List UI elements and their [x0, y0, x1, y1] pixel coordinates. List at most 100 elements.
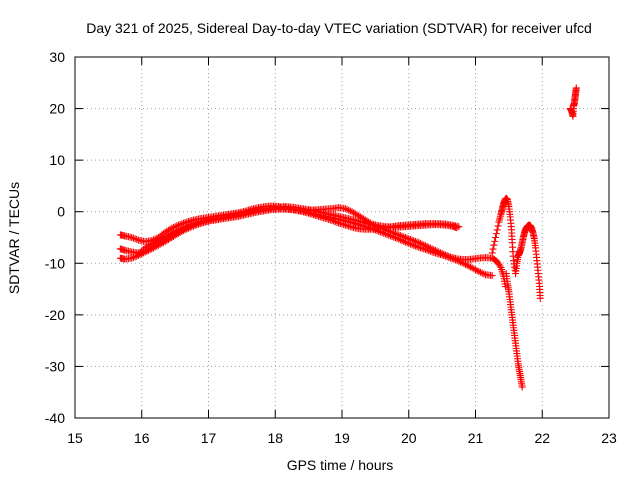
data-point-interp [405, 235, 413, 243]
data-point-interp [159, 234, 167, 242]
data-point-interp [445, 252, 453, 260]
data-point-interp [492, 230, 500, 238]
x-tick-label: 18 [267, 430, 283, 446]
data-point [161, 234, 169, 241]
data-point-interp [426, 244, 434, 252]
data-point [128, 254, 136, 262]
data-point [415, 239, 423, 247]
data-point-interp [171, 229, 179, 237]
data-point-interp [179, 225, 187, 233]
data-point-interp [438, 249, 446, 257]
data-point-interp [420, 241, 428, 249]
x-axis-label: GPS time / hours [287, 457, 394, 473]
data-point-interp [433, 247, 441, 255]
data-point [536, 294, 544, 302]
data-point-interp [398, 232, 406, 240]
y-tick-label: -20 [45, 307, 65, 323]
data-point-interp [169, 230, 177, 238]
data-point [128, 234, 136, 241]
data-point-interp [423, 243, 431, 251]
data-point-interp [138, 247, 146, 255]
data-point-interp [345, 206, 353, 214]
data-point-interp [166, 231, 174, 239]
x-tick-labels: 15 16 17 18 19 20 21 22 23 [67, 430, 617, 446]
data-point-interp [496, 262, 504, 270]
data-point-interp [151, 238, 159, 246]
data-point-interp [418, 240, 426, 248]
data-points [116, 84, 580, 391]
ticks [74, 56, 610, 419]
data-point [488, 249, 496, 257]
data-point [518, 383, 526, 391]
data-point [453, 224, 461, 232]
data-point [148, 240, 156, 248]
data-point [488, 272, 496, 280]
data-point [341, 205, 349, 213]
data-point-interp [425, 243, 433, 251]
y-tick-label: 30 [49, 49, 65, 65]
data-point-interp [136, 248, 144, 256]
data-point-interp [473, 267, 481, 275]
data-point-interp [156, 236, 164, 244]
data-point [401, 234, 409, 241]
data-point-interp [411, 237, 419, 245]
data-point-interp [393, 230, 401, 238]
data-point-interp [410, 237, 418, 245]
series-late-cluster [566, 84, 580, 120]
data-point-interp [490, 241, 498, 249]
data-point-interp [176, 227, 184, 235]
data-point [154, 237, 162, 245]
data-point-interp [416, 239, 424, 247]
data-point [181, 224, 189, 232]
x-tick-label: 20 [401, 430, 417, 446]
data-point-interp [436, 249, 444, 257]
data-point-interp [480, 270, 488, 278]
y-tick-label: -10 [45, 255, 65, 271]
y-tick-label: 0 [57, 204, 65, 220]
y-tick-label: 20 [49, 101, 65, 117]
data-point-interp [129, 253, 137, 261]
data-point [134, 250, 142, 258]
data-point-interp [163, 233, 171, 241]
data-point-interp [403, 234, 411, 242]
y-axis-label: SDTVAR / TECUs [6, 182, 22, 294]
data-point-interp [131, 235, 139, 243]
series-deep-dip [502, 270, 526, 391]
data-point-interp [413, 238, 421, 246]
data-point [572, 84, 580, 92]
data-point [168, 230, 176, 238]
data-point-interp [396, 232, 404, 240]
data-point-interp [491, 237, 499, 245]
y-tick-label: -30 [45, 358, 65, 374]
data-point-interp [178, 226, 186, 234]
x-tick-label: 17 [201, 430, 217, 446]
x-tick-label: 23 [601, 430, 617, 446]
data-point-interp [129, 234, 137, 242]
x-tick-label: 22 [534, 430, 550, 446]
data-point-interp [164, 232, 172, 240]
chart-title: Day 321 of 2025, Sidereal Day-to-day VTE… [86, 20, 592, 36]
data-point-interp [430, 246, 438, 254]
data-point-interp [343, 205, 351, 213]
data-point-interp [149, 239, 157, 247]
data-point-interp [183, 224, 191, 232]
data-point-interp [173, 228, 181, 236]
data-point-interp [391, 230, 399, 238]
x-tick-label: 19 [334, 430, 350, 446]
series-track-d [134, 204, 461, 258]
data-point [408, 236, 416, 244]
data-point-interp [406, 235, 414, 243]
data-point [475, 268, 483, 276]
data-point-interp [443, 252, 451, 260]
y-tick-label: -40 [45, 410, 65, 426]
series-tail-oscillation [488, 194, 544, 302]
data-point-interp [494, 222, 502, 230]
data-point-interp [366, 219, 374, 227]
data-point [174, 227, 182, 235]
data-point [492, 234, 500, 241]
x-tick-label: 21 [468, 430, 484, 446]
data-point-interp [184, 223, 192, 231]
data-point-interp [158, 235, 166, 243]
data-point-interp [478, 269, 486, 277]
